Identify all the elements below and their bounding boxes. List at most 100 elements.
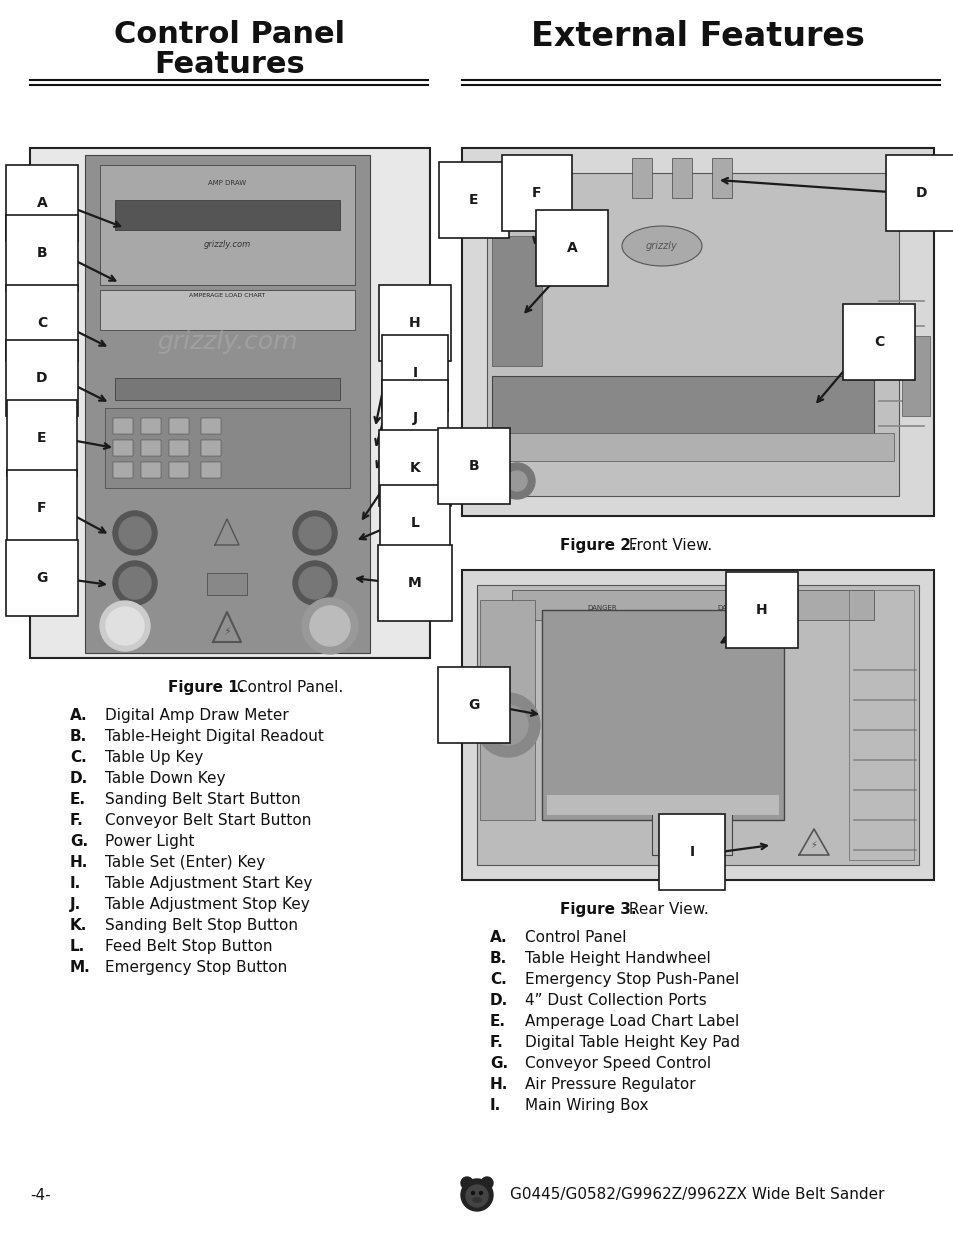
Circle shape	[100, 601, 150, 651]
Circle shape	[476, 693, 539, 757]
Text: Table Adjustment Start Key: Table Adjustment Start Key	[105, 876, 312, 890]
Text: A: A	[566, 241, 577, 254]
Text: Emergency Stop Button: Emergency Stop Button	[105, 960, 287, 974]
Bar	[112, 462, 132, 478]
Text: ⚡: ⚡	[810, 840, 817, 850]
Text: A.: A.	[490, 930, 507, 945]
Bar	[479, 600, 535, 820]
Text: I.: I.	[490, 1098, 500, 1113]
Text: K.: K.	[70, 918, 88, 932]
Bar	[492, 375, 873, 436]
Bar	[541, 610, 783, 820]
Text: DANGER: DANGER	[587, 605, 617, 611]
Bar	[100, 165, 355, 285]
Text: Table Adjustment Stop Key: Table Adjustment Stop Key	[105, 897, 310, 911]
Circle shape	[480, 1177, 493, 1189]
Bar	[105, 408, 350, 488]
Text: H: H	[409, 316, 420, 330]
Circle shape	[293, 561, 336, 605]
Text: Features: Features	[154, 49, 305, 79]
Text: Control Panel: Control Panel	[524, 930, 626, 945]
Text: AMP DRAW: AMP DRAW	[208, 180, 246, 186]
Text: E: E	[37, 431, 47, 445]
Text: M: M	[408, 576, 421, 590]
Text: Conveyor Belt Start Button: Conveyor Belt Start Button	[105, 813, 311, 827]
Text: Figure 3.: Figure 3.	[559, 902, 636, 918]
Text: AMPERAGE LOAD CHART: AMPERAGE LOAD CHART	[189, 293, 265, 298]
Circle shape	[302, 598, 357, 655]
Text: H.: H.	[490, 1077, 508, 1092]
Bar	[671, 158, 691, 198]
Bar	[476, 585, 918, 864]
Bar	[169, 417, 189, 433]
Text: B.: B.	[490, 951, 507, 966]
Text: -4-: -4-	[30, 1188, 51, 1203]
Circle shape	[465, 1186, 488, 1207]
Text: grizzly: grizzly	[645, 241, 678, 251]
Circle shape	[298, 567, 331, 599]
Text: Control Panel: Control Panel	[114, 20, 345, 49]
Text: J.: J.	[70, 897, 81, 911]
Circle shape	[479, 1192, 482, 1194]
Text: I: I	[689, 845, 694, 860]
Text: Digital Amp Draw Meter: Digital Amp Draw Meter	[105, 708, 289, 722]
Text: F: F	[532, 186, 541, 200]
Circle shape	[119, 567, 151, 599]
Text: E.: E.	[70, 792, 86, 806]
Bar	[201, 462, 221, 478]
Text: Sanding Belt Stop Button: Sanding Belt Stop Button	[105, 918, 297, 932]
Text: M.: M.	[70, 960, 91, 974]
Text: Air Pressure Regulator: Air Pressure Regulator	[524, 1077, 695, 1092]
Text: D: D	[36, 370, 48, 385]
Text: Rear View.: Rear View.	[623, 902, 708, 918]
Bar	[169, 462, 189, 478]
Ellipse shape	[472, 1197, 481, 1203]
Circle shape	[460, 1179, 493, 1212]
Circle shape	[106, 606, 144, 645]
Text: B: B	[36, 246, 48, 261]
Bar	[486, 173, 898, 496]
Bar	[461, 571, 933, 881]
Text: Front View.: Front View.	[623, 538, 711, 553]
Bar	[631, 158, 651, 198]
Circle shape	[488, 705, 527, 745]
Text: E.: E.	[490, 1014, 505, 1029]
Text: Table Height Handwheel: Table Height Handwheel	[524, 951, 710, 966]
Bar	[901, 336, 929, 416]
Text: C.: C.	[490, 972, 506, 987]
Text: Emergency Stop Push-Panel: Emergency Stop Push-Panel	[524, 972, 739, 987]
Text: D: D	[915, 186, 926, 200]
Text: G.: G.	[70, 834, 88, 848]
Text: grizzly.com: grizzly.com	[203, 240, 251, 249]
Text: Figure 2.: Figure 2.	[559, 538, 636, 553]
Text: D.: D.	[70, 771, 89, 785]
Circle shape	[506, 471, 526, 492]
Text: B.: B.	[70, 729, 87, 743]
Text: C: C	[37, 316, 47, 330]
Text: G: G	[36, 571, 48, 585]
Bar	[201, 417, 221, 433]
Text: Table Up Key: Table Up Key	[105, 750, 203, 764]
Text: G: G	[468, 698, 479, 713]
Bar	[115, 200, 339, 230]
Bar	[461, 148, 933, 516]
Text: Amperage Load Chart Label: Amperage Load Chart Label	[524, 1014, 739, 1029]
Bar	[141, 417, 161, 433]
Text: Table Set (Enter) Key: Table Set (Enter) Key	[105, 855, 265, 869]
Bar	[115, 378, 339, 400]
Text: DANGER: DANGER	[717, 605, 746, 611]
Text: K: K	[409, 461, 420, 475]
Text: B: B	[468, 459, 478, 473]
Text: ⚡: ⚡	[223, 627, 231, 637]
Circle shape	[119, 517, 151, 550]
Text: Table Down Key: Table Down Key	[105, 771, 225, 785]
Text: F.: F.	[70, 813, 84, 827]
Bar	[486, 433, 893, 461]
Text: Figure 1.: Figure 1.	[168, 680, 244, 695]
Text: External Features: External Features	[531, 20, 864, 53]
Bar	[169, 440, 189, 456]
Bar	[651, 810, 731, 855]
Ellipse shape	[621, 226, 701, 266]
Bar	[85, 156, 370, 653]
Text: G.: G.	[490, 1056, 508, 1071]
